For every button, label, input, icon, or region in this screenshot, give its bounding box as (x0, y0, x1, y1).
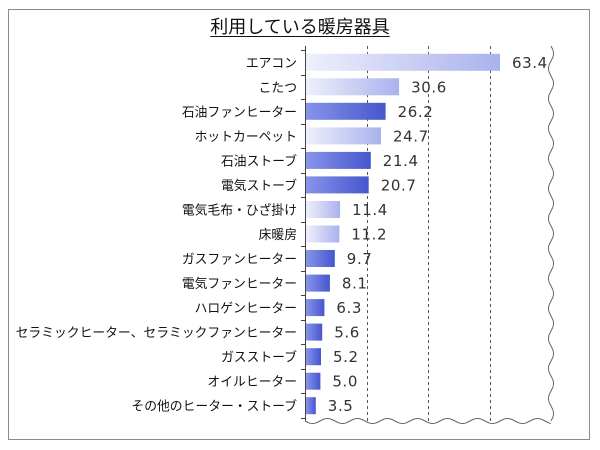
bar-11 (306, 299, 325, 317)
category-label-6: 電気ストーブ (221, 178, 297, 194)
bar-6 (306, 176, 369, 194)
value-label-1: 63.4 (512, 54, 548, 72)
bar-14 (306, 372, 321, 390)
value-label-6: 20.7 (381, 176, 417, 194)
category-axis (301, 46, 306, 421)
category-label-15: その他のヒーター・ストーブ (131, 399, 297, 415)
category-label-7: 電気毛布・ひざ掛け (182, 203, 297, 219)
chart-title: 利用している暖房器具 (210, 17, 390, 38)
category-label-8: 床暖房 (259, 227, 297, 243)
plot-edges (304, 45, 554, 424)
value-labels: 63.4 30.6 26.2 24.7 21.4 20.7 11.4 11.2 9.7 8.1 6.… (328, 54, 548, 415)
bar-5 (306, 151, 371, 169)
category-label-10: 電気ファンヒーター (182, 276, 297, 292)
bar-10 (306, 274, 330, 292)
value-label-2: 30.6 (411, 78, 447, 96)
category-label-12: セラミックヒーター、セラミックファンヒーター (16, 326, 297, 341)
value-label-4: 24.7 (393, 127, 429, 145)
bar-9 (306, 250, 335, 267)
value-label-3: 26.2 (398, 103, 434, 121)
chart-frame (8, 9, 590, 440)
bar-3 (306, 102, 386, 120)
bar-15 (306, 397, 316, 415)
value-label-11: 6.3 (336, 299, 362, 317)
category-label-5: 石油ストーブ (221, 153, 297, 169)
value-label-13: 5.2 (333, 348, 359, 366)
category-label-13: ガスストーブ (221, 350, 297, 366)
bars (306, 53, 500, 415)
category-label-9: ガスファンヒーター (182, 253, 297, 268)
category-label-2: こたつ (259, 81, 297, 96)
category-label-1: エアコン (246, 56, 297, 71)
bar-2 (306, 78, 400, 96)
bar-13 (306, 348, 321, 366)
plot-right-edge (548, 45, 554, 422)
bar-8 (306, 225, 340, 243)
bar-7 (306, 201, 341, 218)
category-label-4: ホットカーペット (195, 130, 297, 145)
value-label-8: 11.2 (351, 226, 387, 244)
value-label-5: 21.4 (383, 152, 419, 170)
value-label-14: 5.0 (332, 373, 358, 391)
value-label-9: 9.7 (347, 250, 373, 268)
bar-4 (306, 127, 381, 145)
category-label-11: ハロゲンヒーター (195, 302, 297, 317)
plot-bottom-edge (304, 418, 552, 424)
category-label-3: 石油ファンヒーター (182, 105, 297, 120)
value-label-15: 3.5 (328, 397, 354, 415)
value-label-7: 11.4 (352, 201, 388, 219)
value-label-12: 5.6 (334, 324, 360, 342)
value-label-10: 8.1 (342, 275, 368, 293)
bar-1 (306, 53, 500, 71)
category-label-14: オイルヒーター (207, 375, 297, 390)
category-labels: エアコンこたつ石油ファンヒーターホットカーペット石油ストーブ電気ストーブ電気毛布… (16, 56, 298, 414)
bar-12 (306, 323, 323, 341)
